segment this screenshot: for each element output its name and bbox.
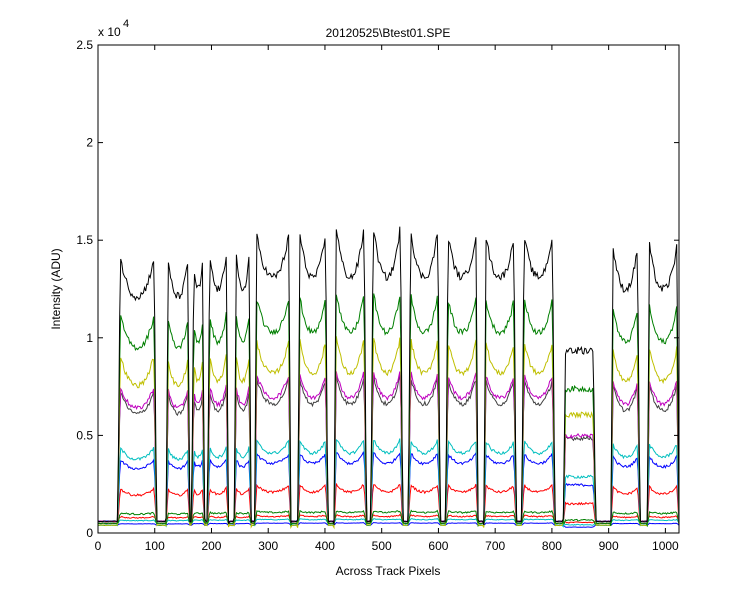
ticks-layer: 0 100 200 300 400 500 600 700 800 900 1000 0 0.5 1 1.5… <box>76 38 679 553</box>
y-axis-label: Intensity (ADU) <box>49 248 63 329</box>
y-exponent-power: 4 <box>123 18 129 30</box>
x-tick-label-300: 300 <box>258 539 278 553</box>
plot-frame <box>97 44 680 534</box>
series-line-4 <box>97 374 680 527</box>
series-line-7 <box>98 483 680 526</box>
y-tick-label-20000: 2 <box>86 136 93 150</box>
series-line-5 <box>97 438 680 529</box>
x-tick-label-500: 500 <box>372 539 392 553</box>
y-tick-label-0: 0 <box>86 526 93 540</box>
series-line-11 <box>97 521 680 528</box>
series-line-1 <box>97 293 680 528</box>
x-tick-label-900: 900 <box>599 539 619 553</box>
x-axis-label: Across Track Pixels <box>336 564 441 578</box>
y-tick-label-25000: 2.5 <box>76 38 93 52</box>
chart-title: 20120525\Btest01.SPE <box>326 26 451 40</box>
y-tick-label-5000: 0.5 <box>76 428 93 442</box>
series-line-2 <box>98 336 680 530</box>
series-line-6 <box>98 451 680 525</box>
x-tick-label-600: 600 <box>428 539 448 553</box>
y-tick-label-10000: 1 <box>86 331 93 345</box>
series-line-9 <box>97 513 680 524</box>
x-tick-label-700: 700 <box>485 539 505 553</box>
y-tick-label-15000: 1.5 <box>76 233 93 247</box>
x-tick-label-800: 800 <box>542 539 562 553</box>
plot-area <box>98 45 679 533</box>
series-line-8 <box>98 509 680 527</box>
x-tick-label-400: 400 <box>315 539 335 553</box>
series-line-10 <box>97 517 680 526</box>
y-exponent-base: x 10 <box>98 25 121 39</box>
series-line-3 <box>97 371 680 525</box>
x-tick-label-200: 200 <box>201 539 221 553</box>
x-tick-label-100: 100 <box>145 539 165 553</box>
series-line-0 <box>97 226 680 526</box>
x-tick-label-0: 0 <box>95 539 102 553</box>
series-layer <box>97 226 680 530</box>
x-tick-label-1000: 1000 <box>652 539 679 553</box>
